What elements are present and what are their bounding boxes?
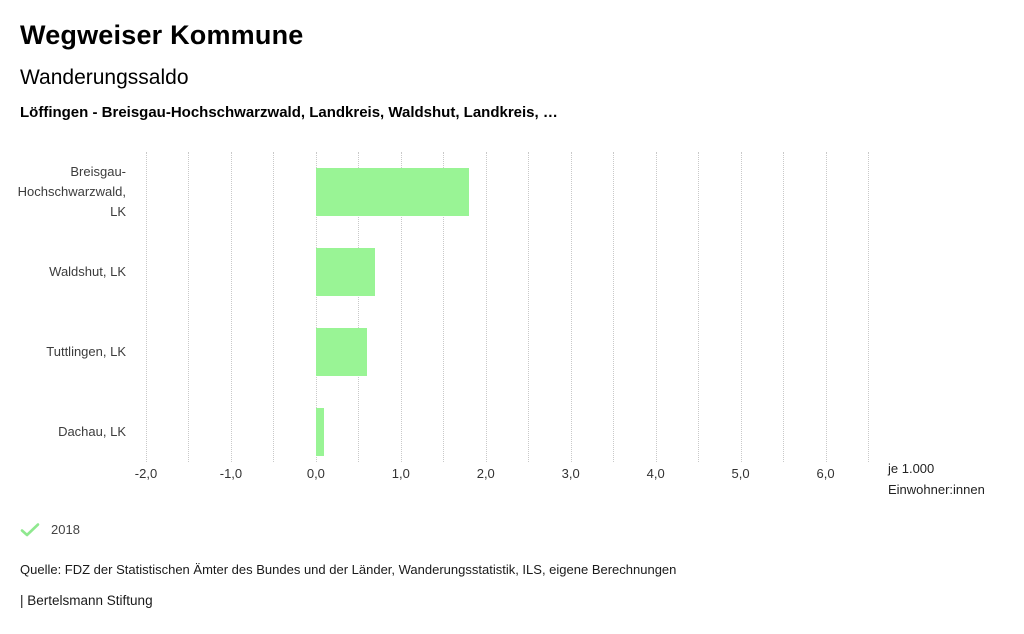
bar-waldshut-lk[interactable]: [315, 248, 376, 296]
gridline: [655, 152, 657, 462]
x-tick-label: -1,0: [219, 466, 243, 481]
gridline: [400, 152, 402, 462]
bar-plot: [146, 152, 868, 232]
bar-dachau-lk[interactable]: [315, 408, 325, 456]
gridline: [613, 152, 615, 462]
category-label: Waldshut, LK: [49, 264, 126, 279]
bar-chart: Breisgau-Hochschwarzwald, LK Waldshut, LK…: [0, 152, 1024, 497]
gridline: [570, 152, 572, 462]
source-note: Quelle: FDZ der Statistischen Ämter des …: [20, 562, 677, 577]
gridline: [485, 152, 487, 462]
gridline: [230, 152, 232, 462]
category-label: Tuttlingen, LK: [46, 344, 126, 359]
x-tick-label: 4,0: [646, 466, 665, 481]
bar-plot: [146, 232, 868, 312]
plot-area: [146, 152, 869, 462]
check-icon: [20, 522, 40, 536]
chart-row: Dachau, LK: [0, 392, 1024, 472]
chart-row: Tuttlingen, LK: [0, 312, 1024, 392]
chart-rows: Breisgau-Hochschwarzwald, LK Waldshut, LK…: [0, 152, 1024, 472]
gridline: [273, 152, 275, 462]
gridline: [868, 152, 869, 462]
gridline: [188, 152, 190, 462]
gridline: [146, 152, 147, 462]
chart-row: Breisgau-Hochschwarzwald, LK: [0, 152, 1024, 232]
gridline: [315, 152, 317, 462]
bar-plot: [146, 392, 868, 472]
chart-qualifier: Löffingen - Breisgau-Hochschwarzwald, La…: [20, 104, 558, 121]
unit-line-2: Einwohner:innen: [888, 482, 985, 497]
gridline: [358, 152, 360, 462]
gridline: [825, 152, 827, 462]
page-title: Wegweiser Kommune: [20, 20, 304, 50]
bar-breisgau-hochschwarzwald-lk[interactable]: [315, 168, 469, 216]
bar-tuttlingen-lk[interactable]: [315, 328, 367, 376]
x-axis-unit-label: je 1.000 Einwohner:innen: [888, 458, 985, 500]
x-tick-label: 3,0: [561, 466, 580, 481]
category-label: Breisgau-Hochschwarzwald, LK: [17, 164, 126, 219]
gridline: [443, 152, 445, 462]
gridline: [698, 152, 700, 462]
chart-title: Wanderungssaldo: [20, 66, 189, 89]
x-axis-ticks: -2,0 -1,0 0,0 1,0 2,0 3,0 4,0 5,0 6,0: [135, 466, 868, 484]
x-tick-label: -2,0: [134, 466, 158, 481]
x-tick-label: 1,0: [391, 466, 410, 481]
gridline: [783, 152, 785, 462]
legend-year-label: 2018: [51, 521, 80, 537]
legend-item-2018[interactable]: 2018: [20, 520, 80, 538]
chart-row: Waldshut, LK: [0, 232, 1024, 312]
x-tick-label: 5,0: [731, 466, 750, 481]
branding-note: | Bertelsmann Stiftung: [20, 593, 153, 608]
x-tick-label: 0,0: [306, 466, 325, 481]
x-tick-label: 2,0: [476, 466, 495, 481]
bar-plot: [146, 312, 868, 392]
unit-line-1: je 1.000: [888, 461, 935, 476]
category-label: Dachau, LK: [58, 424, 126, 439]
gridline: [528, 152, 530, 462]
gridline: [740, 152, 742, 462]
x-tick-label: 6,0: [816, 466, 835, 481]
